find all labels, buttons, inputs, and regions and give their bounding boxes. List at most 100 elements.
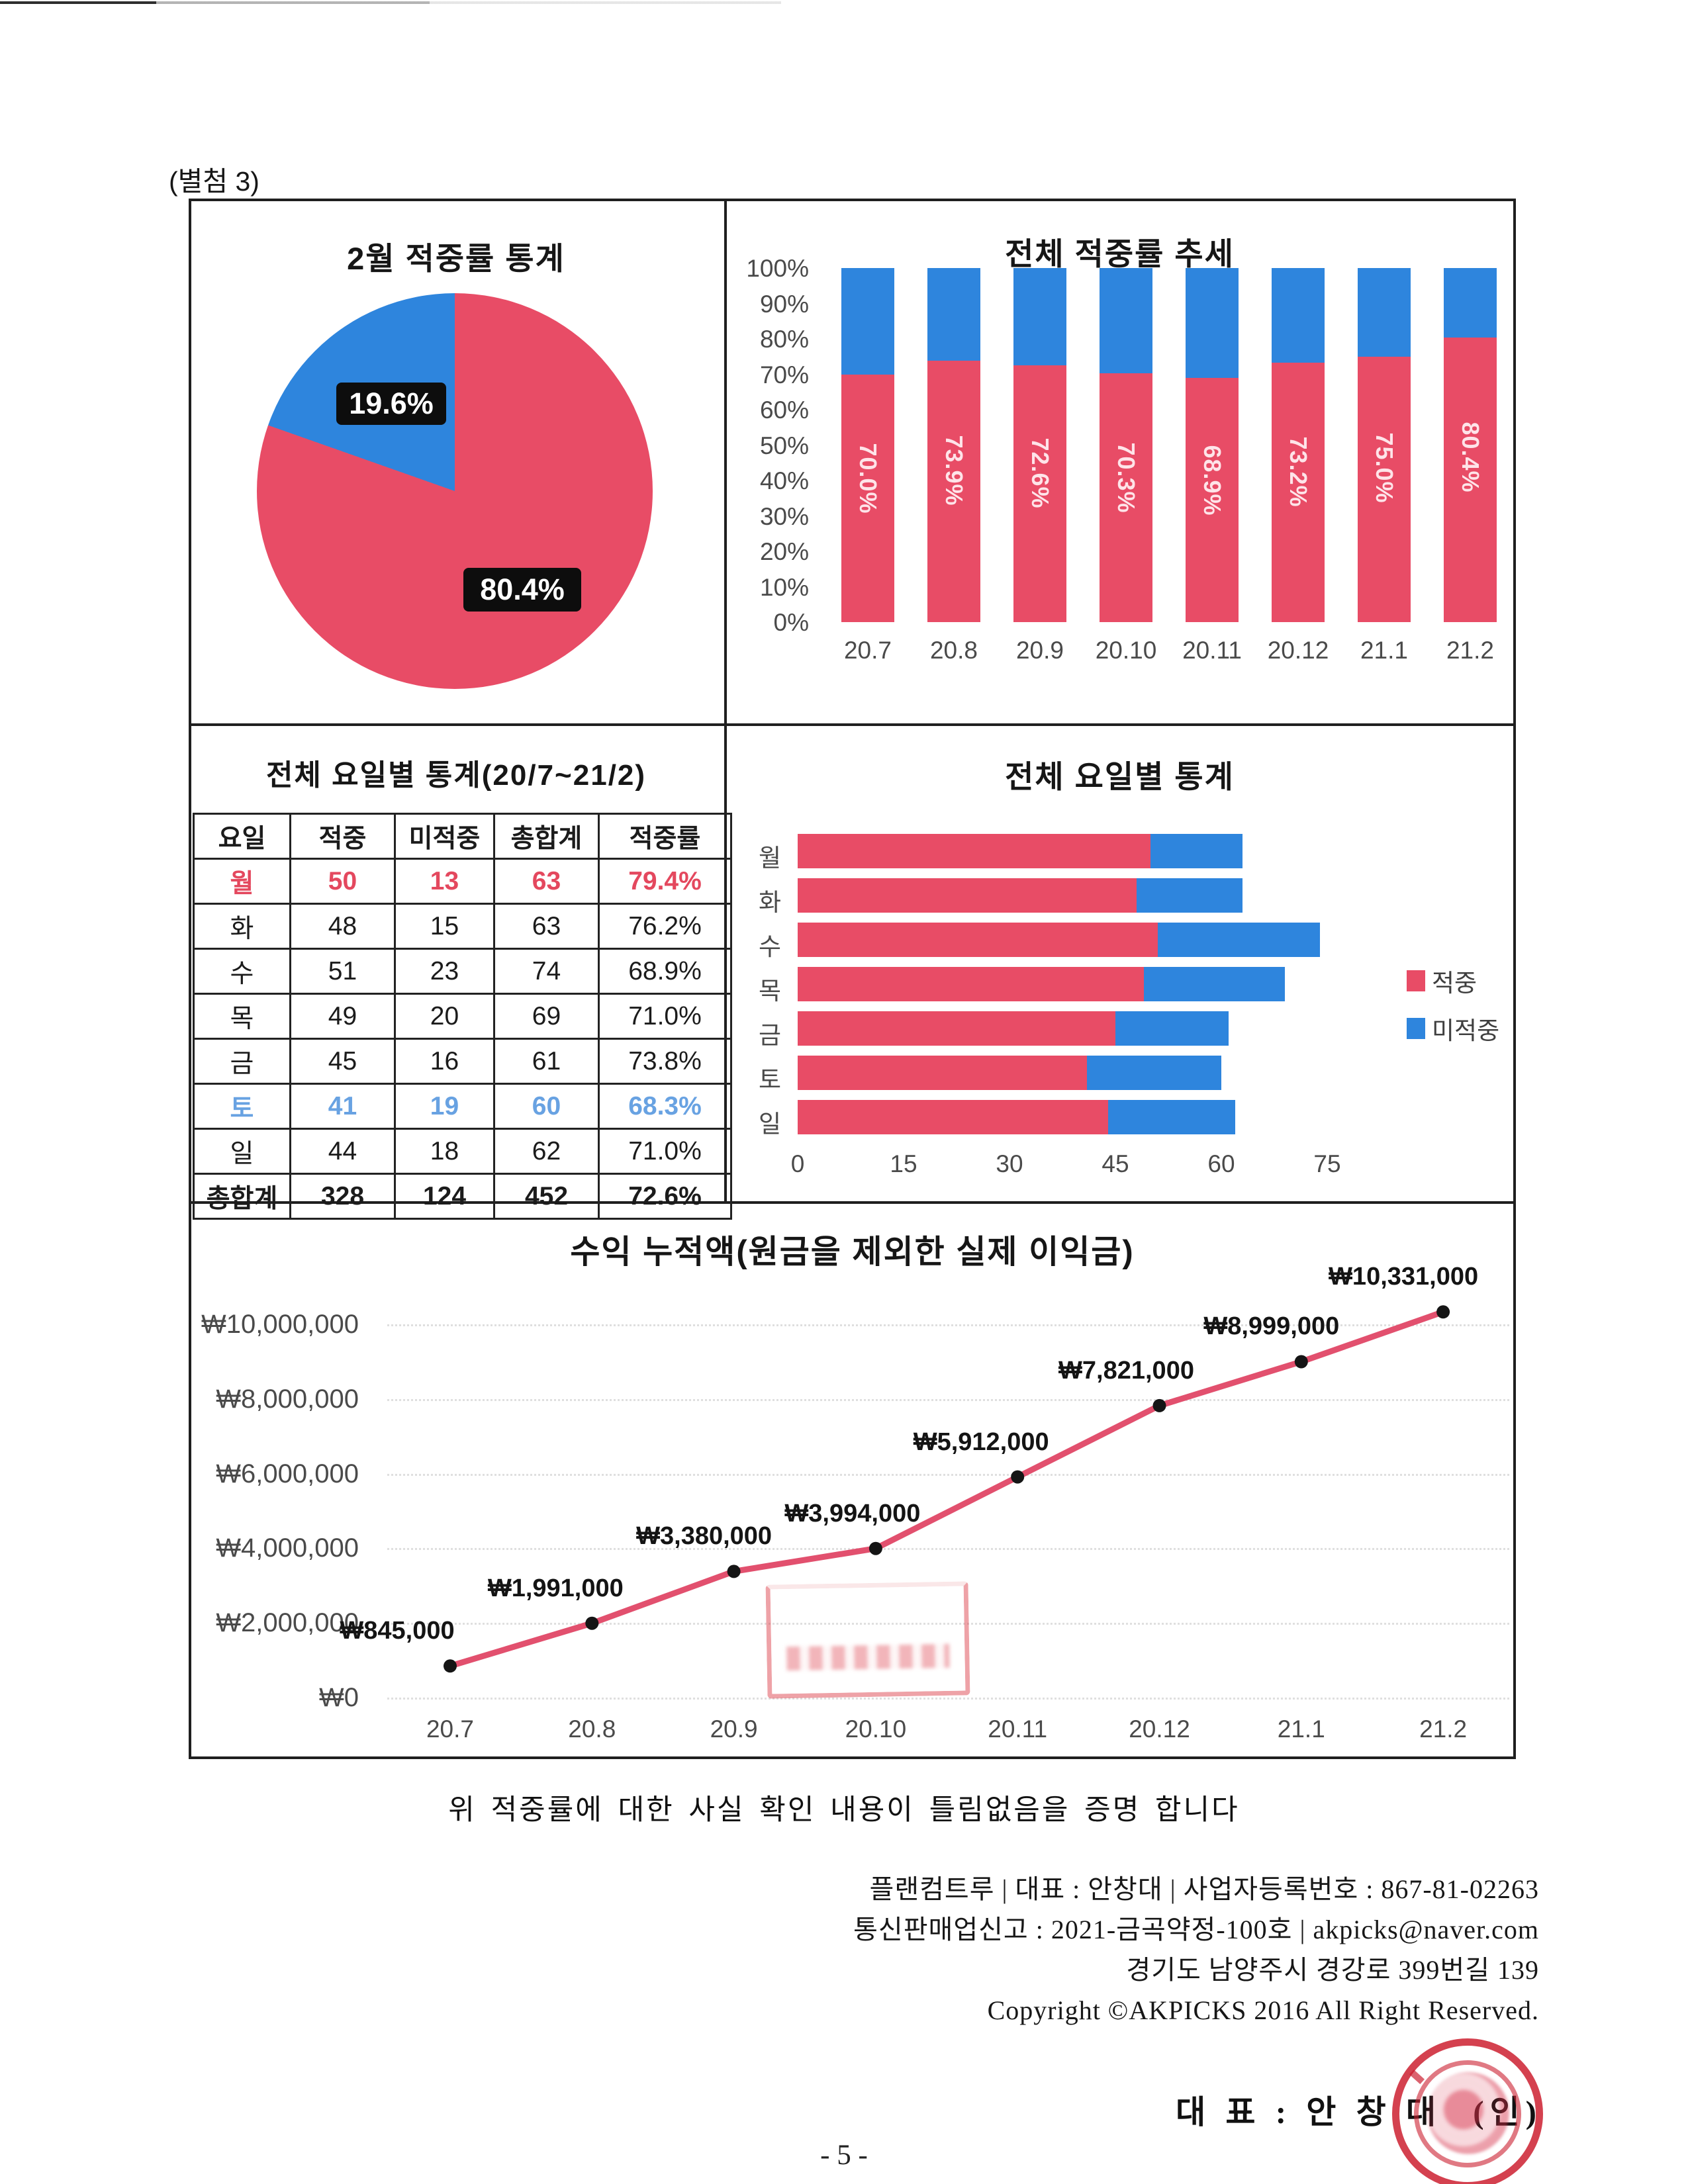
- table-cell: 23: [394, 948, 495, 995]
- table-cell: 71.0%: [598, 993, 732, 1040]
- hbar-category-label: 목: [758, 978, 781, 1005]
- hbar-x-tick: 0: [790, 1150, 805, 1177]
- table-cell: 63: [493, 903, 600, 950]
- hbar-row: [798, 878, 1243, 913]
- hbar-hit-segment: [798, 967, 1144, 1001]
- hbar-category-label: 월: [758, 844, 781, 872]
- vertical-divider: [724, 201, 727, 1202]
- horizontal-divider-1: [191, 723, 1513, 726]
- trend-bar-value-label: 73.9%: [941, 435, 968, 506]
- line-point-label: ₩10,331,000: [1329, 1263, 1479, 1291]
- hbar-row: [798, 1011, 1229, 1046]
- pie-chart-title: 2월 적중률 통계: [347, 241, 565, 276]
- charts-grid-box: [189, 199, 1516, 1759]
- table-cell: 월: [193, 858, 291, 905]
- trend-bar-value-label: 73.2%: [1285, 436, 1312, 508]
- hbar-miss-segment: [1143, 967, 1285, 1001]
- trend-x-tick: 21.1: [1360, 637, 1408, 664]
- trend-x-tick: 21.2: [1446, 637, 1494, 664]
- table-cell: 41: [289, 1083, 396, 1130]
- trend-x-tick: 20.9: [1015, 637, 1064, 664]
- trend-bar-miss-segment: [1272, 268, 1325, 363]
- table-cell: 63: [493, 858, 600, 905]
- hbar-category-label: 수: [758, 933, 781, 960]
- data-point-marker: [1152, 1398, 1166, 1412]
- line-y-tick: ₩10,000,000: [201, 1310, 359, 1339]
- hbar-miss-segment: [1158, 923, 1321, 957]
- table-cell: 73.8%: [598, 1038, 732, 1085]
- legend-label-hit: 적중: [1432, 970, 1477, 997]
- pie-label-hit: 80.4%: [463, 568, 581, 612]
- hbar-hit-segment: [798, 923, 1158, 957]
- table-cell: 18: [394, 1128, 495, 1175]
- data-point-marker: [1294, 1355, 1308, 1369]
- table-cell: 328: [289, 1173, 396, 1220]
- trend-bar-hit-segment: 80.4%: [1444, 337, 1497, 622]
- hbar-category-label: 토: [758, 1066, 781, 1093]
- line-gridline: [387, 1324, 1509, 1326]
- trend-bar: 72.6%: [1013, 268, 1066, 622]
- table-cell: 48: [289, 903, 396, 950]
- hbar-row: [798, 1100, 1236, 1134]
- line-x-tick: 21.1: [1277, 1715, 1325, 1743]
- table-header-cell: 총합계: [493, 813, 600, 860]
- line-x-tick: 20.7: [426, 1715, 474, 1743]
- pie-label-miss: 19.6%: [336, 383, 446, 425]
- trend-bar-value-label: 68.9%: [1199, 445, 1226, 516]
- line-y-tick: ₩2,000,000: [216, 1608, 359, 1638]
- line-x-tick: 20.8: [568, 1715, 616, 1743]
- trend-bar-hit-segment: 75.0%: [1358, 356, 1411, 622]
- table-row: 화 48 15 63 76.2%: [193, 903, 732, 950]
- hbar-category-label: 금: [758, 1022, 781, 1049]
- hbar-hit-segment: [798, 878, 1137, 913]
- trend-y-tick: 60%: [759, 396, 809, 424]
- table-cell: 44: [289, 1128, 396, 1175]
- trend-bar: 80.4%: [1444, 268, 1497, 622]
- trend-y-tick: 50%: [759, 432, 809, 459]
- legend-item-miss: 미적중: [1407, 1011, 1499, 1046]
- company-line-3: 경기도 남양주시 경강로 399번길 139: [1126, 1955, 1539, 1985]
- line-gridline: [387, 1623, 1509, 1625]
- table-cell: 20: [394, 993, 495, 1040]
- hbar-row: [798, 1056, 1221, 1090]
- table-cell: 68.3%: [598, 1083, 732, 1130]
- trend-y-tick: 40%: [759, 467, 809, 494]
- line-x-tick: 20.11: [988, 1715, 1048, 1743]
- signature-name: 대 표 : 안 창 대: [1176, 2094, 1442, 2130]
- pie-chart: [257, 293, 653, 689]
- data-point-marker: [1011, 1470, 1025, 1484]
- trend-bar-hit-segment: 70.0%: [841, 374, 894, 622]
- table-cell: 72.6%: [598, 1173, 732, 1220]
- data-point-marker: [585, 1616, 599, 1630]
- line-gridline: [387, 1548, 1509, 1551]
- table-cell: 토: [193, 1083, 291, 1130]
- table-header-cell: 적중: [289, 813, 396, 860]
- trend-y-tick: 100%: [746, 255, 809, 282]
- trend-bar-value-label: 70.0%: [855, 443, 882, 514]
- trend-x-tick: 20.7: [843, 637, 892, 664]
- hbar-row: [798, 923, 1321, 957]
- stamp-smear: [786, 1643, 950, 1671]
- horizontal-divider-2: [191, 1201, 1513, 1204]
- table-cell: 45: [289, 1038, 396, 1085]
- trend-bar-miss-segment: [1186, 268, 1239, 379]
- hbar-category-label: 화: [758, 889, 781, 916]
- scan-artifact-line: [0, 1, 781, 4]
- trend-y-tick: 80%: [759, 326, 809, 353]
- trend-y-tick: 30%: [759, 502, 809, 530]
- profit-line-plot: [444, 1305, 1450, 1673]
- line-y-tick: ₩6,000,000: [216, 1459, 359, 1488]
- legend-label-miss: 미적중: [1432, 1017, 1500, 1044]
- table-header-cell: 적중률: [598, 813, 732, 860]
- table-cell: 62: [493, 1128, 600, 1175]
- trend-bar: 75.0%: [1358, 268, 1411, 622]
- line-point-label: ₩3,994,000: [784, 1499, 921, 1527]
- trend-bar-value-label: 72.6%: [1027, 437, 1054, 509]
- trend-bar-miss-segment: [1444, 268, 1497, 338]
- trend-bar-miss-segment: [1358, 268, 1411, 357]
- hbar-row: [798, 834, 1243, 868]
- line-point-label: ₩845,000: [340, 1617, 455, 1645]
- table-cell: 60: [493, 1083, 600, 1130]
- trend-bar: 73.2%: [1272, 268, 1325, 622]
- table-cell: 19: [394, 1083, 495, 1130]
